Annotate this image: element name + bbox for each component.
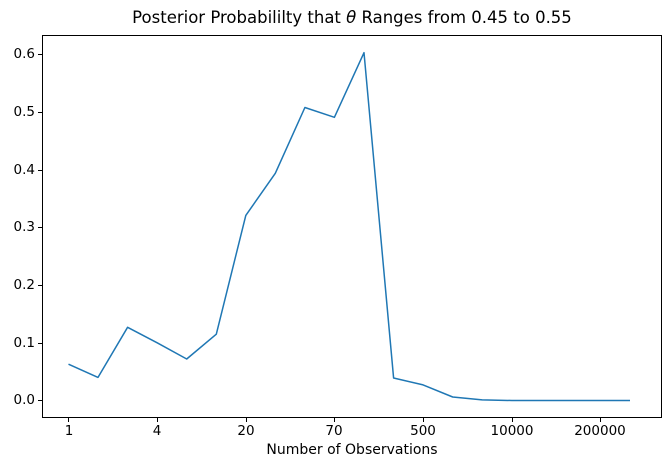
x-axis-tick-label: 1 (64, 423, 74, 439)
x-tick-mark (334, 418, 335, 422)
x-tick-mark (423, 418, 424, 422)
chart-title-post: Ranges from 0.45 to 0.55 (356, 8, 572, 27)
x-tick-mark (157, 418, 158, 422)
y-tick-mark (38, 112, 42, 113)
y-tick-mark (38, 170, 42, 171)
x-tick-mark (68, 418, 69, 422)
x-axis-tick-label: 200000 (574, 423, 626, 439)
y-tick-mark (38, 343, 42, 344)
data-line (68, 51, 630, 402)
line-chart-canvas (68, 51, 630, 402)
chart-title-pre: Posterior Probabililty that (132, 8, 347, 27)
y-tick-mark (38, 227, 42, 228)
x-axis-tick-label: 20 (237, 423, 255, 439)
x-axis-tick-label: 10000 (490, 423, 534, 439)
x-axis-tick-label: 70 (325, 423, 343, 439)
x-tick-mark (600, 418, 601, 422)
x-axis-tick-label: 500 (410, 423, 436, 439)
x-tick-mark (512, 418, 513, 422)
y-axis-tick-label: 0.2 (13, 277, 35, 293)
y-axis-tick-label: 0.1 (13, 335, 35, 351)
y-tick-mark (38, 400, 42, 401)
chart-title: Posterior Probabililty that θ Ranges fro… (42, 8, 662, 28)
y-axis-tick-label: 0.0 (13, 392, 35, 408)
y-axis-tick-label: 0.6 (13, 46, 35, 62)
x-tick-mark (246, 418, 247, 422)
y-axis-tick-label: 0.3 (13, 219, 35, 235)
x-axis-tick-label: 4 (152, 423, 162, 439)
y-tick-mark (38, 285, 42, 286)
theta-symbol: θ (346, 8, 357, 27)
y-axis-tick-label: 0.4 (13, 162, 35, 178)
y-tick-mark (38, 54, 42, 55)
y-axis-tick-label: 0.5 (13, 104, 35, 120)
plot-area (42, 35, 662, 418)
x-axis-label: Number of Observations (266, 442, 438, 458)
